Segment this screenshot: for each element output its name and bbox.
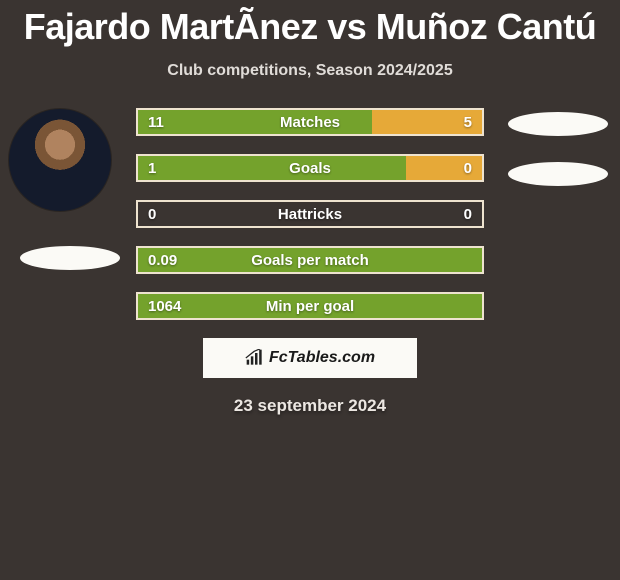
player1-team-logo	[20, 246, 120, 270]
stat-label: Goals	[138, 156, 482, 180]
stat-row-gpm: 0.09 Goals per match	[136, 246, 484, 274]
stat-value-right: 0	[464, 156, 472, 180]
stat-label: Matches	[138, 110, 482, 134]
stat-row-mpg: 1064 Min per goal	[136, 292, 484, 320]
stat-label: Goals per match	[138, 248, 482, 272]
stat-value-right: 0	[464, 202, 472, 226]
bar-chart-icon	[245, 349, 265, 367]
player1-avatar	[8, 108, 112, 212]
stat-row-matches: 11 Matches 5	[136, 108, 484, 136]
logo-text: FcTables.com	[269, 349, 375, 367]
subtitle: Club competitions, Season 2024/2025	[0, 62, 620, 80]
source-logo[interactable]: FcTables.com	[203, 338, 417, 378]
player2-avatar	[508, 112, 608, 136]
page-title: Fajardo MartÃnez vs Muñoz Cantú	[0, 0, 620, 48]
stats-bars: 11 Matches 5 1 Goals 0 0 Hattricks 0 0.0…	[136, 108, 484, 320]
stat-row-goals: 1 Goals 0	[136, 154, 484, 182]
player2-team-logo	[508, 162, 608, 186]
stat-label: Hattricks	[138, 202, 482, 226]
stat-value-right: 5	[464, 110, 472, 134]
date-label: 23 september 2024	[0, 396, 620, 416]
comparison-panel: 11 Matches 5 1 Goals 0 0 Hattricks 0 0.0…	[0, 108, 620, 416]
stat-row-hattricks: 0 Hattricks 0	[136, 200, 484, 228]
stat-label: Min per goal	[138, 294, 482, 318]
